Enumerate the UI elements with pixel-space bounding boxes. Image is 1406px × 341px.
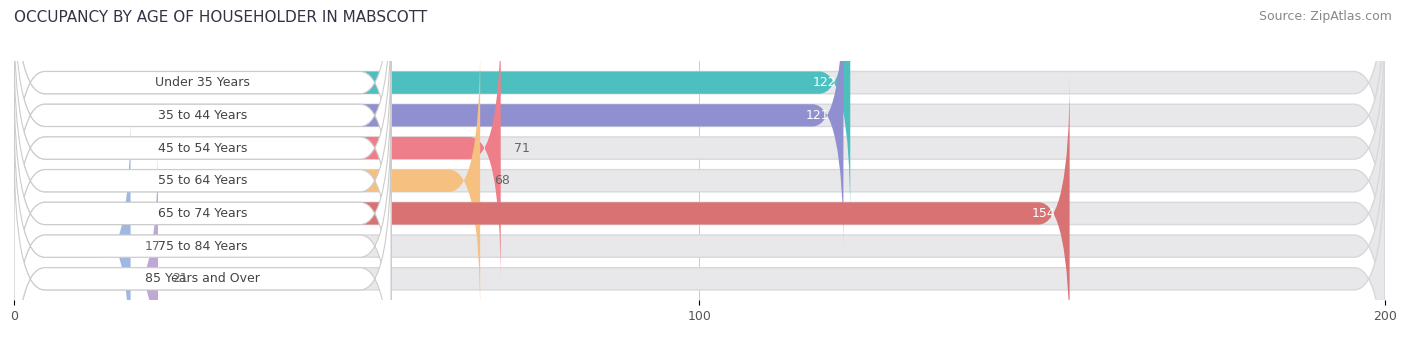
FancyBboxPatch shape	[14, 110, 391, 341]
FancyBboxPatch shape	[14, 0, 1385, 219]
FancyBboxPatch shape	[14, 143, 1385, 341]
FancyBboxPatch shape	[14, 0, 851, 219]
FancyBboxPatch shape	[14, 45, 391, 317]
Text: 154: 154	[1032, 207, 1056, 220]
Text: 17: 17	[145, 240, 160, 253]
FancyBboxPatch shape	[14, 77, 1070, 341]
FancyBboxPatch shape	[14, 143, 391, 341]
FancyBboxPatch shape	[14, 110, 131, 341]
FancyBboxPatch shape	[14, 143, 157, 341]
Text: 71: 71	[515, 142, 530, 154]
Text: 85 Years and Over: 85 Years and Over	[145, 272, 260, 285]
FancyBboxPatch shape	[14, 0, 391, 219]
FancyBboxPatch shape	[14, 45, 481, 317]
Text: 35 to 44 Years: 35 to 44 Years	[157, 109, 247, 122]
Text: 55 to 64 Years: 55 to 64 Years	[157, 174, 247, 187]
Text: 122: 122	[813, 76, 837, 89]
FancyBboxPatch shape	[14, 0, 1385, 251]
Text: OCCUPANCY BY AGE OF HOUSEHOLDER IN MABSCOTT: OCCUPANCY BY AGE OF HOUSEHOLDER IN MABSC…	[14, 10, 427, 25]
Text: Source: ZipAtlas.com: Source: ZipAtlas.com	[1258, 10, 1392, 23]
Text: 68: 68	[494, 174, 510, 187]
FancyBboxPatch shape	[14, 12, 1385, 284]
Text: Under 35 Years: Under 35 Years	[155, 76, 250, 89]
FancyBboxPatch shape	[14, 110, 1385, 341]
Text: 75 to 84 Years: 75 to 84 Years	[157, 240, 247, 253]
FancyBboxPatch shape	[14, 77, 391, 341]
Text: 21: 21	[172, 272, 187, 285]
FancyBboxPatch shape	[14, 12, 391, 284]
Text: 45 to 54 Years: 45 to 54 Years	[157, 142, 247, 154]
FancyBboxPatch shape	[14, 0, 844, 251]
FancyBboxPatch shape	[14, 12, 501, 284]
Text: 65 to 74 Years: 65 to 74 Years	[157, 207, 247, 220]
FancyBboxPatch shape	[14, 45, 1385, 317]
FancyBboxPatch shape	[14, 77, 1385, 341]
Text: 121: 121	[806, 109, 830, 122]
FancyBboxPatch shape	[14, 0, 391, 251]
